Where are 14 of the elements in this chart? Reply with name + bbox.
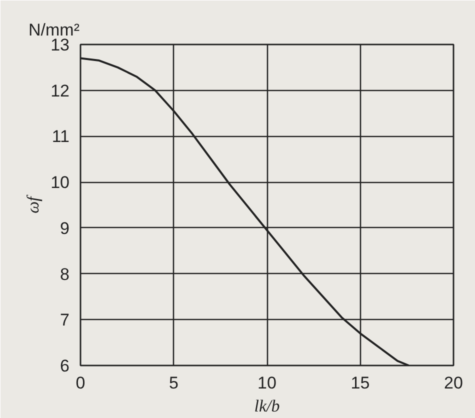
y-axis-title: ωf [24,194,43,214]
y-tick-label: 12 [50,81,70,100]
y-tick-label: 11 [52,127,70,146]
x-tick-label: 10 [258,374,276,392]
y-tick-label: 6 [60,356,70,376]
x-tick-label: 5 [169,374,178,392]
x-tick-label: 0 [76,374,86,392]
y-tick-label: 10 [50,173,70,192]
x-axis-title: lk/b [254,396,280,416]
x-tick-label: 15 [350,374,370,392]
y-tick-label: 7 [60,310,70,330]
y-tick-label: 8 [60,264,70,284]
y-tick-label: 9 [60,218,70,238]
x-tick-label: 20 [444,374,463,392]
